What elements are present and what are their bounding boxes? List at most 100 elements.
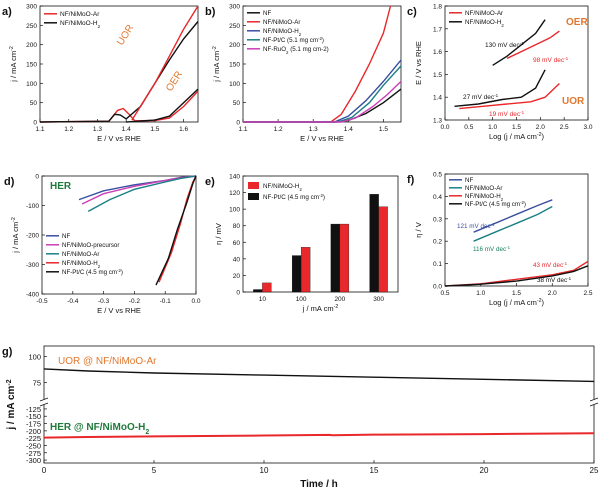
x-tick-label: 1.1	[35, 126, 44, 133]
y-tick-label: 1.6	[433, 49, 442, 56]
x-tick-label: 0.5	[464, 124, 473, 131]
series-line	[492, 19, 546, 66]
series-line	[454, 69, 546, 107]
legend-entry: NF	[62, 233, 70, 240]
x-tick-label: 2.5	[560, 124, 569, 131]
y-axis-label: E / V vs RHE	[414, 41, 423, 85]
series-line	[243, 65, 402, 123]
legend-swatch	[248, 182, 259, 189]
y-tick-label: 20	[233, 273, 241, 280]
y-tick-label: 80	[233, 223, 241, 230]
x-tick-label: 15	[370, 466, 379, 475]
x-tick-label: 1.3	[93, 126, 102, 133]
y-tick-label: -275	[26, 449, 41, 458]
series-line	[444, 265, 589, 287]
x-tick-label: -0.4	[67, 298, 79, 305]
panel-letter: e)	[205, 176, 215, 188]
x-tick-label: 1.0	[476, 290, 485, 297]
y-tick-label: 40	[233, 256, 241, 263]
legend-entry: NF	[263, 10, 271, 17]
legend-entry: NF-Pt/C (4.5 mg cm-2)	[465, 200, 526, 209]
y-tick-label: 200	[26, 42, 37, 49]
legend-entry: NF-Pt/C (5.1 mg cm-2)	[263, 36, 324, 45]
annotation-text: UOR	[115, 23, 136, 48]
panel-b: b) 1.1 1.2 1.3 1.4 1.5 0 50 100 150 200 250 300 E / V…	[205, 4, 402, 143]
axes-frame	[242, 175, 399, 293]
panel-d: d) -0.5 -0.4 -0.3 -0.2 -0.1 0.0 -400 -300 -200 -10…	[4, 174, 201, 316]
x-tick-label: 5	[152, 466, 157, 475]
bar	[378, 206, 388, 293]
y-tick-label: 120	[229, 190, 240, 197]
x-tick-label: 1.1	[238, 126, 247, 133]
legend-entry: NF/NiMoO-Ar	[60, 11, 100, 18]
x-tick-label: 1.4	[122, 126, 131, 133]
y-tick-label: 250	[229, 23, 240, 30]
panel-letter: c)	[407, 6, 417, 18]
legend-entry: NF/NiMoO-H2	[465, 193, 504, 202]
legend-entry: NF	[465, 177, 473, 184]
y-tick-label: -300	[26, 262, 39, 269]
series-line	[87, 175, 197, 213]
y-tick-label: -125	[26, 405, 41, 414]
slope-label: 43 mV dec-1	[533, 261, 568, 270]
legend-entry: NF/NiMoO-Ar	[62, 251, 99, 258]
x-tick-label: 0.5	[440, 290, 449, 297]
bar	[253, 289, 263, 293]
panel-letter: a)	[2, 6, 12, 18]
bar	[330, 223, 341, 293]
y-tick-label: 0.0	[433, 284, 442, 291]
y-tick-label: -300	[26, 456, 41, 465]
y-tick-label: -225	[26, 434, 41, 443]
y-tick-label: 1.7	[433, 26, 442, 33]
x-tick-label: -0.5	[36, 298, 48, 305]
series-line	[243, 59, 402, 123]
legend-swatch	[248, 193, 259, 200]
y-tick-label: 250	[26, 23, 37, 30]
x-axis-label: Log (j / mA cm-2)	[489, 132, 545, 141]
slope-label: 38 mV dec-1	[537, 276, 572, 285]
y-tick-label: 150	[26, 62, 37, 69]
annotation-text: HER @ NF/NiMoO-H2	[50, 422, 149, 436]
axis-break-mark	[39, 397, 49, 402]
y-axis-label: j / mA cm-2	[11, 217, 20, 254]
x-tick-label: -0.2	[129, 298, 141, 305]
x-tick-label: 1.3	[309, 126, 318, 133]
y-tick-label: 0	[236, 120, 240, 127]
y-tick-label: 150	[229, 62, 240, 69]
x-tick-label: 3.0	[583, 124, 592, 131]
y-tick-label: 0.2	[433, 239, 442, 246]
x-tick-label: 1.5	[150, 126, 159, 133]
y-tick-label: -200	[26, 233, 39, 240]
y-tick-label: 1.8	[433, 4, 442, 11]
legend-entry: NF-RuO2 (5.1 mg cm-2)	[263, 46, 329, 55]
y-tick-label: 100	[229, 81, 240, 88]
y-tick-label: 140	[229, 174, 240, 181]
legend-entry: NF/NiMoO-Ar	[465, 185, 502, 192]
y-tick-label: 0	[236, 290, 240, 297]
y-axis-label: η / V	[414, 222, 423, 237]
x-tick-label: 1.0	[488, 124, 497, 131]
y-tick-label: 100	[229, 207, 240, 214]
x-axis-label: j / mA cm-2	[302, 304, 339, 313]
x-tick-label: 2.0	[536, 124, 545, 131]
y-tick-label: -250	[26, 441, 41, 450]
legend-entry: NF/NiMoO-H2	[263, 28, 302, 37]
y-tick-label: 50	[30, 100, 38, 107]
annotation-text: OER	[566, 17, 588, 28]
y-tick-label: 0	[35, 174, 39, 181]
x-tick-label: 10	[260, 466, 269, 475]
annotation-text: UOR	[562, 96, 585, 107]
x-tick-label: 0.0	[440, 124, 449, 131]
series-line	[39, 90, 199, 123]
bar	[291, 255, 302, 293]
y-tick-label: 60	[233, 240, 241, 247]
y-tick-label: 0.3	[433, 216, 442, 223]
legend-entry: NF/NiMoO-Ar	[263, 19, 300, 26]
y-tick-label: -175	[26, 420, 41, 429]
x-tick-label: 1.5	[379, 126, 388, 133]
legend-entry: NF/NiMoO-Ar	[465, 10, 503, 17]
panel-a: a) 1.1 1.2 1.3 1.4 1.5 1.6 0 50 100 150 200 250 300 E …	[2, 4, 199, 143]
annotation-text: HER	[50, 181, 72, 192]
axis-break-mark	[589, 402, 599, 407]
